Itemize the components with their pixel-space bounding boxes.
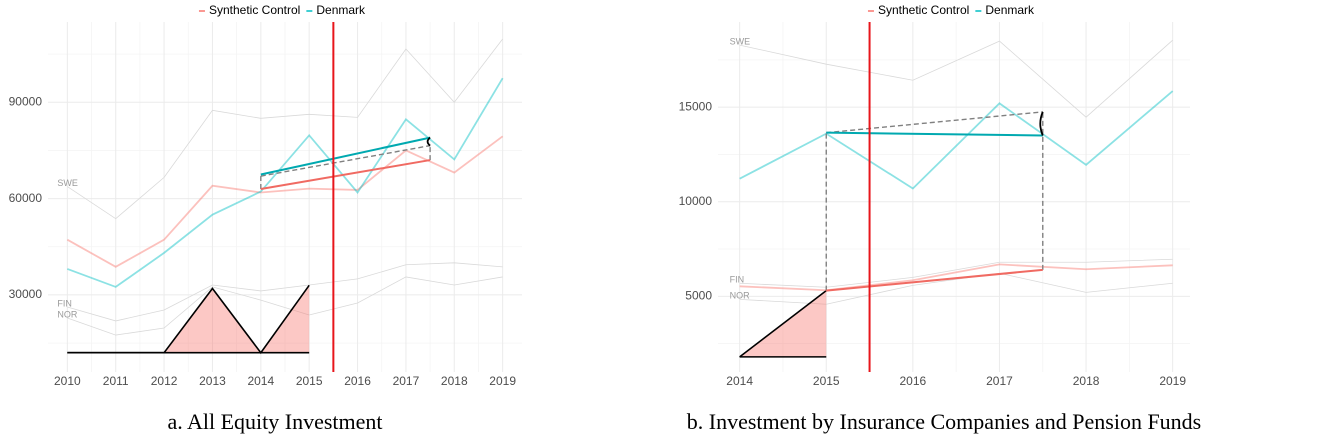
y-tick-label: 15000 — [679, 99, 713, 113]
dashed-line — [260, 144, 431, 177]
x-tick-label: 2015 — [296, 374, 323, 388]
country-label: FIN — [730, 275, 745, 285]
country-label: NOR — [57, 309, 78, 319]
caption: a. All Equity Investment — [167, 409, 382, 434]
legend-label: Synthetic Control — [878, 3, 969, 17]
y-tick-label: 60000 — [9, 191, 43, 205]
country-label: FIN — [57, 298, 72, 308]
trend-line — [260, 159, 431, 190]
trend-line — [260, 136, 431, 176]
x-tick-label: 2019 — [1159, 374, 1186, 388]
series-line — [739, 90, 1174, 190]
series-line — [739, 263, 1173, 292]
country-line — [67, 276, 503, 336]
trend-line — [826, 268, 1043, 292]
x-tick-label: 2016 — [344, 374, 371, 388]
x-tick-label: 2018 — [1073, 374, 1100, 388]
brace — [426, 136, 431, 147]
caption: b. Investment by Insurance Companies and… — [687, 409, 1202, 434]
x-tick-label: 2017 — [986, 374, 1013, 388]
country-label: SWE — [730, 36, 751, 46]
brace — [1039, 111, 1044, 136]
x-tick-label: 2010 — [54, 374, 81, 388]
legend-label: Denmark — [316, 3, 366, 17]
panel: 5000 10000 15000 2014 2015 2016 2017 2018 2019 SW… — [679, 3, 1202, 434]
y-tick-label: 30000 — [9, 287, 43, 301]
y-tick-label: 5000 — [685, 288, 712, 302]
x-tick-label: 2013 — [199, 374, 226, 388]
series-line — [66, 135, 504, 268]
x-tick-label: 2014 — [726, 374, 753, 388]
country-label: SWE — [57, 178, 78, 188]
x-tick-label: 2017 — [393, 374, 420, 388]
y-tick-label: 10000 — [679, 194, 713, 208]
x-tick-label: 2011 — [103, 374, 129, 388]
series-line — [67, 77, 504, 288]
country-line — [739, 39, 1173, 118]
legend: Synthetic Control Denmark — [867, 3, 1035, 17]
x-tick-label: 2019 — [489, 374, 516, 388]
x-tick-label: 2012 — [151, 374, 178, 388]
weights-area — [67, 285, 310, 353]
country-line — [739, 258, 1173, 288]
weights-line — [739, 290, 827, 358]
trend-line — [826, 131, 1043, 137]
legend: Synthetic Control Denmark — [198, 3, 366, 17]
legend-label: Synthetic Control — [209, 3, 300, 17]
x-tick-label: 2014 — [247, 374, 274, 388]
country-line — [67, 38, 503, 220]
y-tick-label: 90000 — [9, 94, 43, 108]
country-line — [67, 262, 503, 322]
x-tick-label: 2016 — [900, 374, 927, 388]
legend-label: Denmark — [985, 3, 1035, 17]
dashed-line — [826, 111, 1043, 134]
x-tick-label: 2018 — [441, 374, 468, 388]
x-tick-label: 2015 — [813, 374, 840, 388]
country-label: NOR — [730, 291, 751, 301]
country-line — [739, 272, 1173, 305]
panel: 30000 60000 90000 2010 2011 2012 2013 2014 2015 2… — [9, 3, 522, 434]
